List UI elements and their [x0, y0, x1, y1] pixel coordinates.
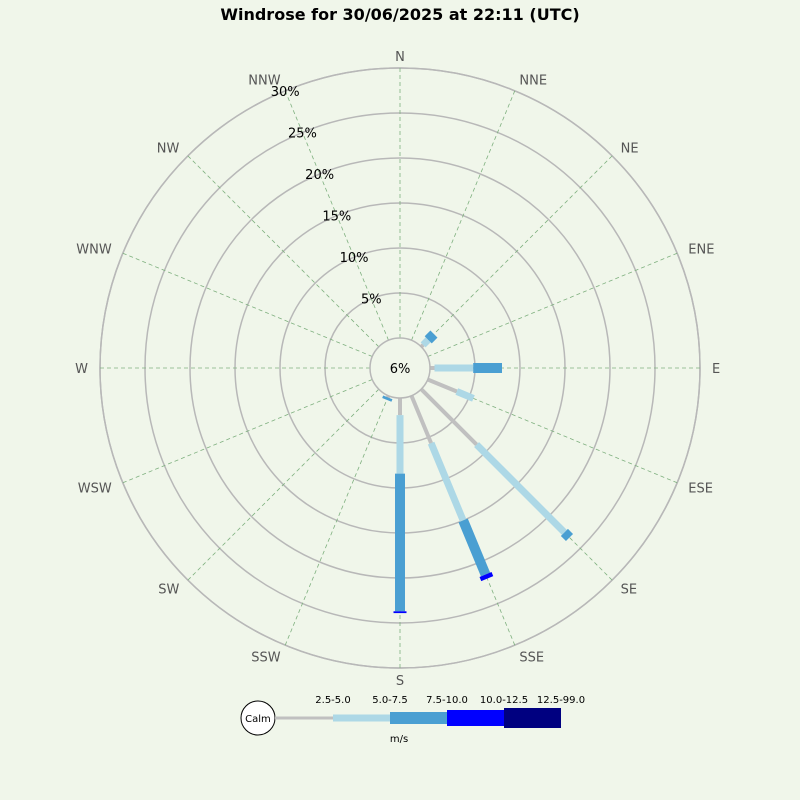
ring-label-15: 15% [322, 210, 351, 225]
spoke-ene [427, 252, 678, 357]
petal-sse-bin-1 [427, 441, 467, 522]
spoke-wsw [122, 379, 373, 484]
petal-ese-bin-0 [426, 377, 458, 394]
spoke-nne [411, 90, 516, 341]
direction-label-nne: NNE [519, 74, 547, 89]
legend-calm-label: Calm [245, 714, 271, 725]
legend-bin-label-3: 10.0-12.5 [480, 695, 528, 706]
direction-label-w: W [75, 362, 88, 377]
spoke-sw [187, 388, 380, 581]
spoke-ssw [284, 395, 389, 646]
ring-label-10: 10% [340, 251, 369, 266]
petal-se-bin-2 [560, 528, 574, 542]
direction-label-sse: SSE [519, 650, 544, 665]
petal-sse-bin-3 [479, 571, 494, 582]
petal-se-bin-1 [474, 442, 567, 535]
legend-bin-label-0: 2.5-5.0 [315, 695, 350, 706]
direction-label-se: SE [621, 583, 637, 598]
calm-circle [369, 337, 431, 399]
ring-label-30: 30% [271, 85, 300, 100]
direction-label-e: E [712, 362, 720, 377]
legend-unit-label: m/s [390, 734, 408, 745]
petal-ne-bin-1 [420, 337, 431, 348]
direction-label-ene: ENE [688, 243, 714, 258]
petal-sse-bin-0 [409, 394, 433, 444]
legend-bin-label-4: 12.5-99.0 [537, 695, 585, 706]
direction-label-nnw: NNW [248, 74, 280, 89]
ring-label-5: 5% [361, 293, 382, 308]
spoke-wnw [122, 252, 373, 357]
petal-se-bin-0 [419, 387, 478, 446]
direction-label-wsw: WSW [78, 481, 112, 496]
direction-label-s: S [396, 674, 404, 689]
direction-label-ese: ESE [688, 481, 713, 496]
direction-label-nw: NW [157, 141, 180, 156]
direction-label-ssw: SSW [251, 650, 281, 665]
calm-percent-label: 6% [390, 362, 411, 377]
ring-label-20: 20% [305, 168, 334, 183]
petal-ese-bin-1 [455, 388, 475, 402]
direction-label-ne: NE [621, 141, 639, 156]
spoke-ne [420, 155, 613, 348]
legend-swatch-0 [275, 716, 333, 720]
petal-ssw-bin-2 [382, 395, 393, 402]
legend-bin-label-2: 7.5-10.0 [426, 695, 468, 706]
spoke-nw [187, 155, 380, 348]
legend-swatch-4 [504, 708, 561, 728]
legend-swatch-2 [390, 712, 447, 724]
chart-title: Windrose for 30/06/2025 at 22:11 (UTC) [220, 5, 580, 24]
direction-label-wnw: WNW [76, 243, 112, 258]
petal-sse-bin-2 [458, 518, 491, 577]
direction-label-sw: SW [158, 583, 179, 598]
legend-bin-label-1: 5.0-7.5 [372, 695, 407, 706]
spoke-nnw [284, 90, 389, 341]
legend-swatch-3 [447, 710, 504, 726]
petal-ne-bin-2 [424, 330, 438, 344]
legend-swatch-1 [333, 714, 390, 722]
ring-label-25: 25% [288, 126, 317, 141]
direction-label-n: N [395, 50, 405, 65]
